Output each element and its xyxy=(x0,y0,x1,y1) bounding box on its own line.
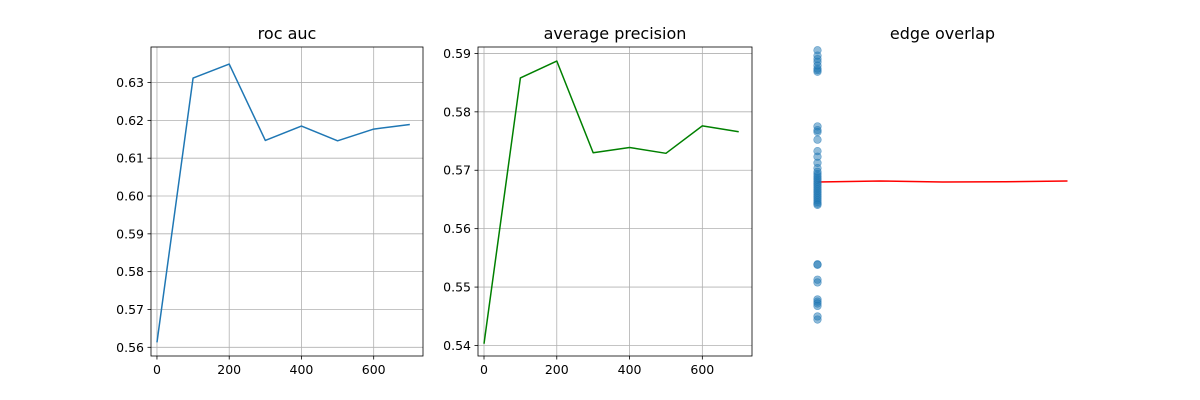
y-tick-label: 0.58 xyxy=(116,264,144,279)
x-tick-label: 0 xyxy=(153,362,161,377)
x-tick-label: 400 xyxy=(290,362,314,377)
y-tick-label: 0.59 xyxy=(116,226,144,241)
chart-edge-overlap: edge overlap xyxy=(813,24,1068,324)
y-tick-label: 0.57 xyxy=(443,163,471,178)
scatter-point xyxy=(813,127,822,137)
series-line xyxy=(156,63,410,343)
chart-roc-auc: roc auc 0 200 400 600 0.56 0.57 0.58 0.59 0.60 0.… xyxy=(116,24,424,377)
y-tick-label: 0.61 xyxy=(116,151,144,166)
chart-title: edge overlap xyxy=(890,24,995,43)
scatter-point xyxy=(813,135,822,144)
scatter-point xyxy=(813,315,822,324)
y-tick-label: 0.56 xyxy=(116,340,144,355)
scatter-point xyxy=(813,200,822,209)
chart-average-precision: average precision 0 200 400 600 0.54 0.55 0.56… xyxy=(443,24,753,377)
series-line xyxy=(483,60,739,344)
x-tick-label: 200 xyxy=(545,362,569,377)
y-tick-label: 0.63 xyxy=(116,75,144,90)
y-tick-label: 0.58 xyxy=(443,104,471,119)
y-tick-label: 0.54 xyxy=(443,338,471,353)
chart-title: roc auc xyxy=(258,24,317,43)
y-tick-label: 0.56 xyxy=(443,221,471,236)
y-tick-label: 0.60 xyxy=(116,189,144,204)
x-tick-label: 600 xyxy=(362,362,386,377)
series-line xyxy=(817,180,1068,183)
x-tick-label: 600 xyxy=(690,362,714,377)
x-tick-label: 200 xyxy=(217,362,241,377)
axes-frame xyxy=(150,46,424,357)
y-tick-label: 0.55 xyxy=(443,280,471,295)
chart-title: average precision xyxy=(544,24,687,43)
x-tick-label: 400 xyxy=(618,362,642,377)
scatter-point xyxy=(813,301,822,311)
axes-frame xyxy=(477,46,753,357)
y-tick-label: 0.62 xyxy=(116,113,144,128)
y-tick-label: 0.57 xyxy=(116,302,144,317)
y-tick-label: 0.59 xyxy=(443,46,471,61)
scatter-point xyxy=(813,278,822,287)
scatter-point xyxy=(813,67,822,76)
x-tick-label: 0 xyxy=(480,362,488,377)
scatter-point xyxy=(813,260,822,269)
